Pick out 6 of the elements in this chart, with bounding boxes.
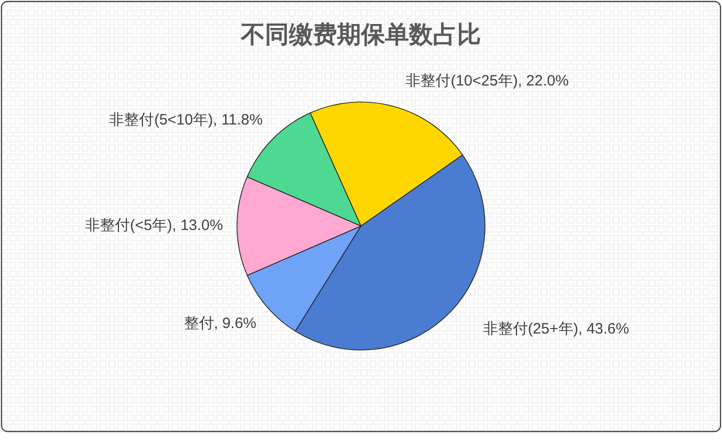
slice-label: 整付, 9.6% (184, 314, 256, 332)
slice-label: 非整付(5<10年), 11.8% (109, 112, 263, 129)
slice-label: 非整付(<5年), 13.0% (85, 217, 223, 234)
slice-label: 非整付(10<25年), 22.0% (406, 72, 569, 90)
chart-title: 不同缴费期保单数占比 (240, 21, 481, 48)
slice-label: 非整付(25+年), 43.6% (482, 320, 630, 338)
